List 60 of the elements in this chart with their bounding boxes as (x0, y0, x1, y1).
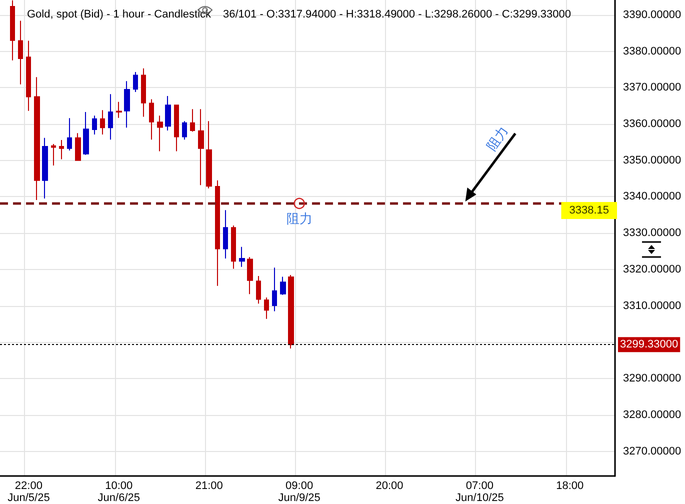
candlestick (67, 118, 72, 152)
candlestick (239, 246, 245, 268)
y-tick-label: 3290.00000 (623, 372, 682, 385)
y-tick-label: 3320.00000 (623, 263, 682, 276)
candlestick (116, 101, 122, 118)
x-tick-label: 10:00 Jun/6/25 (98, 480, 140, 504)
candlestick (206, 120, 212, 189)
candlestick (51, 144, 56, 166)
x-tick-label: 07:00 Jun/10/25 (456, 480, 504, 504)
y-tick-label: 3380.00000 (623, 45, 682, 58)
candlestick (231, 224, 236, 270)
text: Gold, spot (Bid) - 1 hour - Candlestick (27, 8, 212, 20)
x-tick-label: 18:00 (556, 480, 584, 492)
candlestick (174, 104, 179, 152)
annotation: 阻力 (286, 212, 312, 228)
candlestick (157, 115, 163, 152)
candlestick (198, 108, 204, 186)
candlestick (133, 72, 138, 92)
x-tick-label: 21:00 (195, 480, 223, 492)
candlestick (223, 210, 228, 260)
candlestick (247, 256, 253, 295)
y-tick-label: 3360.00000 (623, 118, 682, 130)
candlestick (141, 68, 146, 118)
candlestick (108, 94, 113, 140)
ref-line-label: 3338.15 (569, 204, 609, 216)
candlestick (34, 76, 40, 200)
candlestick (288, 274, 294, 350)
y-tick-label: 3350.00000 (623, 154, 682, 166)
candlestick (165, 96, 171, 132)
y-tick-label: 3270.00000 (623, 445, 682, 458)
candlestick (182, 120, 187, 140)
candlestick (272, 267, 277, 312)
candlestick (256, 276, 261, 304)
text: 36/101 - O:3317.94000 - H:3318.49000 - L:3298.26000 - C:3299.33000 (223, 8, 571, 20)
candlestick (42, 137, 48, 200)
candlestick (92, 115, 97, 136)
candlestick (18, 20, 23, 85)
candlestick (124, 80, 130, 128)
candlestick (190, 108, 195, 132)
candlestick (59, 140, 64, 160)
x-tick-label: 22:00 Jun/5/25 (8, 480, 50, 504)
candlestick (83, 112, 89, 156)
candlestick (215, 180, 220, 286)
y-tick-label: 3370.00000 (623, 82, 682, 94)
y-tick-label: 3310.00000 (623, 300, 682, 312)
x-tick-label: 20:00 (376, 480, 404, 492)
candlestick (10, 0, 15, 61)
y-tick-label: 3340.00000 (623, 190, 682, 203)
annotation: 阻力 (484, 124, 512, 154)
x-tick-label: 09:00 Jun/9/25 (278, 480, 320, 504)
ref-line-label: 3299.33000 (620, 338, 678, 351)
candlestick (264, 296, 269, 320)
y-tick-label: 3390.00000 (623, 8, 682, 21)
candlestick (26, 40, 31, 112)
candlestick (100, 110, 105, 136)
candlestick (75, 132, 81, 161)
y-tick-label: 3280.00000 (623, 408, 682, 421)
candlestick (149, 98, 154, 140)
candlestick (280, 276, 286, 296)
y-tick-label: 3330.00000 (623, 227, 682, 240)
